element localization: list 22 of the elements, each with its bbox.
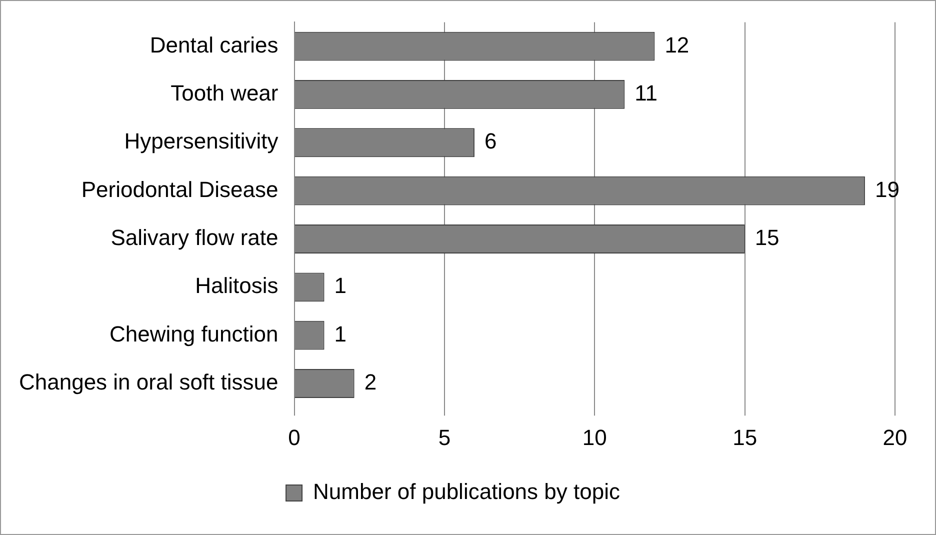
y-tick-label: Chewing function <box>109 321 278 346</box>
x-tick-label: 5 <box>438 424 451 450</box>
x-tick-label: 15 <box>732 424 758 450</box>
data-label: 1 <box>334 273 347 298</box>
y-tick-label: Hypersensitivity <box>124 128 278 154</box>
x-tick-label: 20 <box>882 424 908 450</box>
data-label: 19 <box>874 176 900 202</box>
data-label: 12 <box>664 32 690 58</box>
data-label: 15 <box>754 225 780 250</box>
y-tick-label: Periodontal Disease <box>81 176 278 202</box>
y-tick-label: Halitosis <box>195 273 278 298</box>
y-tick-label: Dental caries <box>150 32 278 58</box>
x-tick-label: 0 <box>288 424 300 450</box>
data-label: 1 <box>334 321 347 346</box>
y-tick-label: Tooth wear <box>170 80 278 106</box>
y-tick-label: Salivary flow rate <box>110 225 278 250</box>
data-label: 2 <box>364 370 377 395</box>
y-tick-label: Changes in oral soft tissue <box>18 370 278 395</box>
x-tick-label: 10 <box>582 424 607 450</box>
legend-label: Number of publications by topic <box>313 479 620 504</box>
data-label: 6 <box>484 128 497 154</box>
data-label: 11 <box>634 80 658 106</box>
